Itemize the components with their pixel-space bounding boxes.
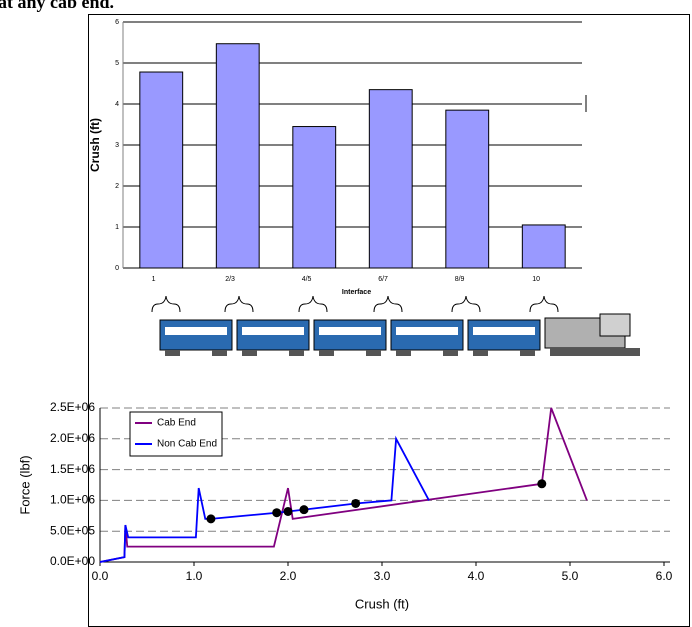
x-tick-label: 2.0 (280, 569, 297, 583)
x-tick-label: 3.0 (374, 569, 391, 583)
x-tick-label: 5.0 (562, 569, 579, 583)
x-tick-label: 1 (152, 276, 156, 283)
x-tick-label: 0.0 (92, 569, 109, 583)
marker (283, 506, 293, 516)
x-axis-label: Interface (342, 289, 371, 296)
bar (368, 89, 413, 269)
legend-label: Non Cab End (157, 439, 217, 450)
marker (272, 508, 282, 518)
y-tick-label: 3 (115, 142, 119, 149)
marker (206, 514, 216, 524)
y-axis-label: Force (lbf) (17, 455, 32, 514)
legend-label: Cab End (157, 418, 196, 429)
y-tick-label: 4 (115, 101, 119, 108)
y-tick-label: 1.5E+06 (50, 462, 95, 476)
y-axis-label: Crush (ft) (88, 118, 102, 172)
x-tick-label: 4.0 (468, 569, 485, 583)
caption-fragment: at any cab end. (0, 0, 114, 12)
x-tick-label: 4/5 (302, 276, 312, 283)
x-tick-label: 6/7 (378, 276, 388, 283)
x-axis-label: Crush (ft) (355, 596, 409, 611)
marker (299, 505, 309, 515)
y-tick-label: 5.0E+05 (50, 523, 95, 537)
x-tick-label: 1.0 (186, 569, 203, 583)
y-tick-label: 1.0E+06 (50, 493, 95, 507)
marker (351, 498, 361, 508)
marker (537, 479, 547, 489)
bar (215, 43, 260, 269)
bar (521, 224, 566, 269)
y-tick-label: 2.0E+06 (50, 431, 95, 445)
x-tick-label: 2/3 (225, 276, 235, 283)
y-tick-label: 0 (115, 265, 119, 272)
y-tick-label: 2 (115, 183, 119, 190)
bar (292, 126, 337, 269)
bar (445, 109, 490, 269)
x-tick-label: 8/9 (455, 276, 465, 283)
legend (129, 411, 223, 457)
y-tick-label: 2.5E+06 (50, 400, 95, 414)
y-tick-label: 6 (115, 19, 119, 26)
x-tick-label: 6.0 (656, 569, 673, 583)
y-tick-label: 5 (115, 60, 119, 67)
x-tick-label: 10 (532, 276, 540, 283)
y-tick-label: 1 (115, 224, 119, 231)
train (151, 295, 640, 356)
y-tick-label: 0.0E+00 (50, 554, 95, 568)
bar (139, 71, 184, 269)
